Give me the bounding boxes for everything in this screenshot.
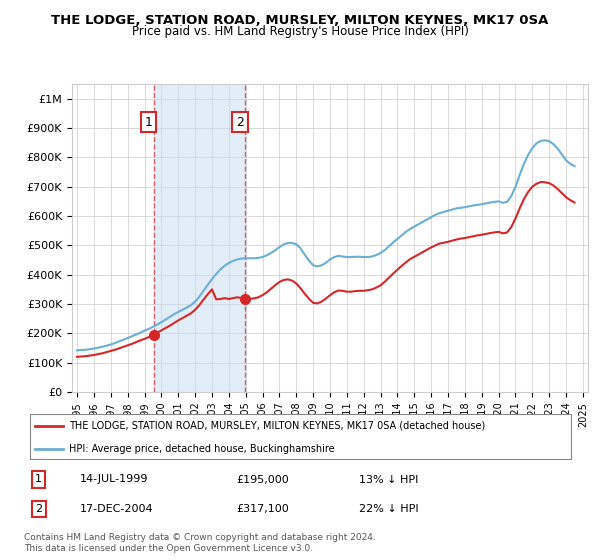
Text: THE LODGE, STATION ROAD, MURSLEY, MILTON KEYNES, MK17 0SA (detached house): THE LODGE, STATION ROAD, MURSLEY, MILTON…	[68, 421, 485, 431]
Text: 1: 1	[35, 474, 42, 484]
Text: 2: 2	[35, 504, 42, 514]
Text: HPI: Average price, detached house, Buckinghamshire: HPI: Average price, detached house, Buck…	[68, 445, 334, 454]
Text: Contains HM Land Registry data © Crown copyright and database right 2024.
This d: Contains HM Land Registry data © Crown c…	[24, 533, 376, 553]
Text: 17-DEC-2004: 17-DEC-2004	[80, 504, 154, 514]
Bar	[154, 84, 245, 392]
Text: Price paid vs. HM Land Registry's House Price Index (HPI): Price paid vs. HM Land Registry's House …	[131, 25, 469, 38]
Text: £195,000: £195,000	[236, 474, 289, 484]
Text: 2: 2	[236, 115, 244, 129]
Text: 14-JUL-1999: 14-JUL-1999	[80, 474, 148, 484]
Text: 22% ↓ HPI: 22% ↓ HPI	[359, 504, 418, 514]
Text: 1: 1	[145, 115, 152, 129]
FancyBboxPatch shape	[29, 414, 571, 459]
Text: THE LODGE, STATION ROAD, MURSLEY, MILTON KEYNES, MK17 0SA: THE LODGE, STATION ROAD, MURSLEY, MILTON…	[52, 14, 548, 27]
Text: 13% ↓ HPI: 13% ↓ HPI	[359, 474, 418, 484]
Text: £317,100: £317,100	[236, 504, 289, 514]
